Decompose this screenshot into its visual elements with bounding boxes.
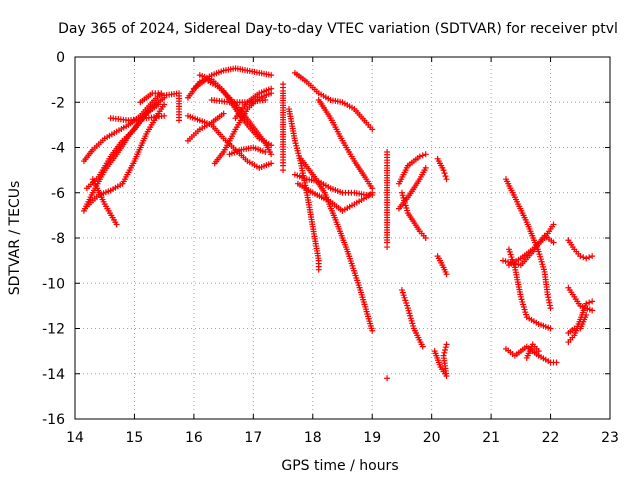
y-axis-label: SDTVAR / TECUs (7, 181, 23, 296)
data-point (419, 343, 426, 350)
data-point (220, 110, 227, 117)
data-point (113, 221, 120, 228)
data-point (422, 151, 429, 158)
data-point (268, 151, 275, 158)
x-tick-label: 21 (482, 430, 500, 446)
data-point (262, 149, 269, 156)
data-point (268, 72, 275, 79)
data-point (443, 176, 450, 183)
data-point (583, 300, 590, 307)
data-point (589, 307, 596, 314)
data-point (161, 101, 168, 108)
data-point (442, 346, 449, 353)
data-point (280, 167, 287, 174)
x-tick-label: 15 (126, 430, 144, 446)
data-point (442, 173, 449, 180)
data-point (268, 85, 275, 92)
data-point (580, 254, 587, 261)
axis-ticks (74, 56, 611, 420)
data-point (583, 255, 590, 262)
data-point (422, 235, 429, 241)
y-tick-label: -4 (51, 141, 65, 157)
x-tick-labels: 14 15 16 17 18 19 20 21 22 23 (66, 430, 619, 446)
y-tick-label: -6 (51, 186, 65, 202)
data-point (155, 90, 162, 97)
x-tick-label: 23 (601, 430, 619, 446)
data-point (158, 91, 165, 98)
data-point (440, 352, 447, 359)
data-point (268, 142, 275, 149)
data-point (586, 254, 593, 261)
data-point (535, 348, 542, 355)
data-point (155, 101, 162, 108)
data-point (268, 160, 275, 167)
data-points (80, 65, 596, 382)
data-point (586, 299, 593, 306)
data-point (441, 170, 448, 177)
data-point (315, 266, 322, 273)
data-point (176, 117, 183, 124)
data-point (550, 239, 557, 246)
data-point (443, 341, 450, 348)
y-tick-label: -8 (51, 231, 65, 247)
data-point (550, 221, 557, 228)
data-point (384, 375, 391, 382)
x-axis-label: GPS time / hours (281, 458, 398, 474)
data-point (547, 305, 554, 312)
y-tick-label: -10 (42, 276, 65, 292)
x-tick-label: 22 (542, 430, 560, 446)
data-point (384, 244, 391, 251)
data-point (443, 271, 450, 278)
data-point (422, 164, 429, 171)
x-tick-label: 20 (423, 430, 441, 446)
data-point (441, 349, 448, 356)
data-point (583, 311, 590, 318)
data-point (440, 167, 447, 174)
data-point (369, 327, 376, 334)
y-tick-label: 0 (56, 50, 65, 66)
data-point (262, 96, 269, 103)
data-point (589, 253, 596, 260)
x-tick-label: 16 (185, 430, 203, 446)
y-tick-label: -12 (42, 322, 65, 338)
y-tick-labels: 0 -2 -4 -6 -8 -10 -12 -14 -16 (42, 50, 65, 428)
x-tick-label: 18 (304, 430, 322, 446)
data-point (419, 152, 426, 159)
data-point (577, 253, 584, 260)
data-point (369, 192, 376, 199)
data-point (547, 325, 554, 332)
chart-title: Day 365 of 2024, Sidereal Day-to-day VTE… (58, 21, 618, 37)
data-point (553, 359, 560, 366)
data-point (416, 153, 423, 160)
x-tick-label: 14 (66, 430, 84, 446)
data-point (369, 185, 376, 192)
data-point (589, 298, 596, 305)
x-tick-label: 19 (363, 430, 381, 446)
x-tick-label: 17 (244, 430, 262, 446)
data-point (442, 344, 449, 351)
y-tick-label: -2 (51, 95, 65, 111)
y-tick-label: -16 (42, 412, 65, 428)
data-point (369, 126, 376, 133)
y-tick-label: -14 (42, 367, 65, 383)
data-point (161, 112, 168, 119)
